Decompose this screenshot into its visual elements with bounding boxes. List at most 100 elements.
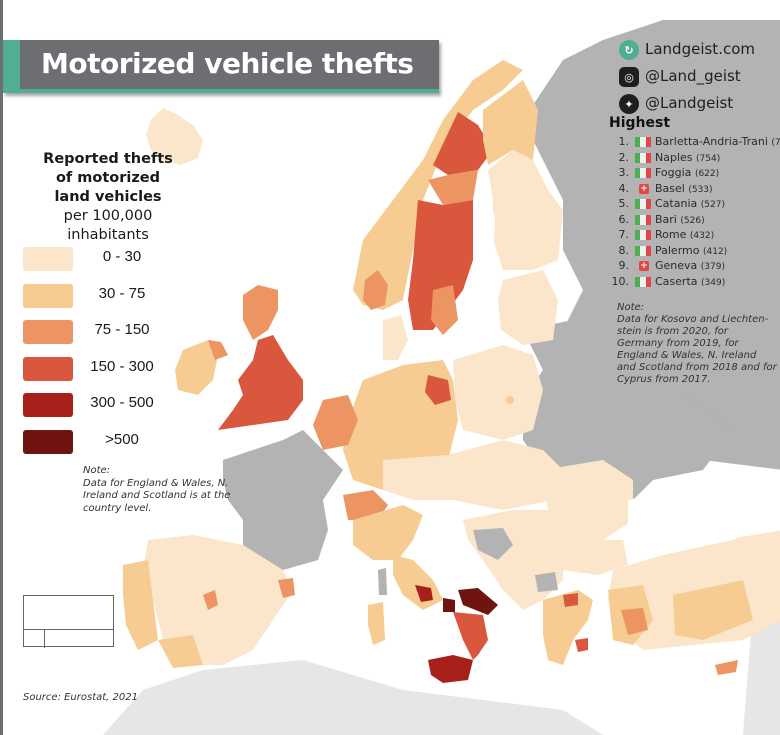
italy-flag-icon	[635, 276, 651, 287]
region-izmir	[621, 608, 648, 635]
region-madrid	[203, 590, 218, 610]
region-warsaw	[506, 396, 514, 404]
region-poland	[453, 345, 543, 440]
region-cyprus	[715, 660, 738, 675]
legend-swatch	[23, 283, 73, 308]
legend-title: Reported thefts of motorized land vehicl…	[13, 150, 203, 245]
region-baltics	[498, 270, 558, 345]
region-turkey-south	[673, 580, 753, 640]
italy-flag-icon	[635, 152, 651, 163]
rank: 4.	[618, 181, 630, 195]
legend-label: 30 - 75	[98, 284, 146, 302]
website-link[interactable]: Landgeist.com	[645, 40, 755, 58]
region-bosnia	[473, 528, 513, 560]
region-switzerland	[343, 490, 388, 520]
legend-label: 150 - 300	[90, 357, 154, 375]
region-germany-east	[425, 375, 451, 405]
legend-item: 0 - 30	[23, 247, 173, 284]
region-corsica	[378, 568, 387, 595]
legend-note: Note: Data for England & Wales, N. Irela…	[83, 465, 233, 515]
region-finland-north	[483, 80, 538, 165]
region-northern-ireland	[208, 340, 228, 360]
rank: 1.	[618, 135, 630, 148]
region-italy-center	[393, 555, 443, 610]
region-spain	[143, 535, 293, 665]
region-name: Geneva (379)	[655, 259, 725, 272]
region-benelux	[313, 395, 358, 450]
region-italy-north	[353, 505, 423, 560]
region-naples	[443, 598, 455, 612]
region-sicily	[428, 655, 473, 683]
region-sweden-se	[431, 285, 458, 335]
region-denmark	[383, 315, 408, 360]
legend-label: 300 - 500	[90, 394, 154, 411]
note-text: Data for Kosovo and Liechten-stein is fr…	[617, 314, 777, 385]
region-ireland	[175, 340, 218, 395]
rank: 10.	[611, 274, 630, 288]
legend-title-line: land vehicles	[54, 189, 162, 205]
region-north-africa	[103, 660, 603, 735]
region-sweden-mid	[428, 170, 478, 205]
region-ukraine-belarus	[523, 320, 733, 500]
twitter-link[interactable]: @Landgeist	[645, 94, 734, 112]
legend-label: 75 - 150	[94, 321, 150, 338]
legend-subtitle-line: per 100,000	[63, 208, 153, 224]
list-item: 5. Catania (527)	[609, 197, 725, 213]
twitter-icon: ✦	[619, 94, 639, 114]
italy-flag-icon	[635, 214, 651, 225]
legend-item: 30 - 75	[23, 283, 173, 321]
legend-label: 0 - 30	[102, 248, 142, 265]
legend-label: >500	[105, 430, 139, 448]
region-rome	[415, 585, 433, 602]
region-name: Palermo (412)	[655, 243, 728, 257]
note-title: Note:	[83, 465, 111, 476]
data-note: Note: Data for Kosovo and Liechten-stein…	[617, 302, 777, 386]
region-name: Foggia (622)	[655, 166, 720, 179]
region-greece	[543, 590, 593, 665]
rank: 5.	[618, 197, 630, 210]
italy-flag-icon	[635, 245, 651, 256]
legend-subtitle-line: inhabitants	[67, 227, 149, 243]
switzerland-flag-icon: +	[639, 261, 649, 271]
legend-swatch	[23, 393, 73, 417]
region-sweden-north	[433, 112, 493, 175]
legend-title-line: Reported thefts	[43, 151, 173, 167]
list-item: 8. Palermo (412)	[609, 244, 728, 260]
legend: 0 - 30 30 - 75 75 - 150 150 - 300 300 - …	[23, 247, 173, 466]
region-england-wales	[218, 335, 303, 430]
region-name: Rome (432)	[655, 228, 715, 241]
region-name: Basel (533)	[655, 181, 713, 195]
legend-item: >500	[23, 429, 173, 467]
region-athens	[575, 638, 588, 652]
page-title: Motorized vehicle thefts	[41, 47, 414, 80]
inset-divider	[44, 629, 45, 648]
source-credit: Source: Eurostat, 2021	[23, 692, 138, 703]
rank: 6.	[618, 212, 630, 226]
italy-flag-icon	[635, 168, 651, 178]
instagram-link[interactable]: @Land_geist	[645, 67, 741, 85]
region-spain-south	[158, 635, 203, 668]
region-name: Naples (754)	[655, 150, 721, 164]
region-central-europe	[383, 440, 563, 510]
region-france	[223, 430, 343, 570]
europe-map	[103, 20, 780, 735]
list-item: 1. Barletta-Andria-Trani (758)	[609, 135, 780, 151]
legend-swatch	[23, 247, 73, 271]
legend-swatch	[23, 320, 73, 344]
italy-flag-icon	[635, 230, 651, 240]
italy-flag-icon	[635, 199, 651, 209]
note-text: Data for England & Wales, N. Ireland and…	[83, 477, 231, 514]
baltic-sea	[453, 185, 495, 350]
legend-item: 150 - 300	[23, 356, 173, 394]
rank: 3.	[618, 166, 630, 179]
region-thessaloniki	[563, 593, 578, 607]
inset-map-islands	[23, 595, 114, 648]
legend-title-line: of motorized	[55, 170, 161, 186]
highest-title: Highest	[609, 115, 671, 131]
region-name: Bari (526)	[655, 212, 705, 226]
region-catalonia	[278, 578, 295, 598]
title-banner: Motorized vehicle thefts	[3, 40, 439, 93]
list-item: 6. Bari (526)	[609, 212, 705, 229]
region-sweden-south	[408, 200, 473, 330]
